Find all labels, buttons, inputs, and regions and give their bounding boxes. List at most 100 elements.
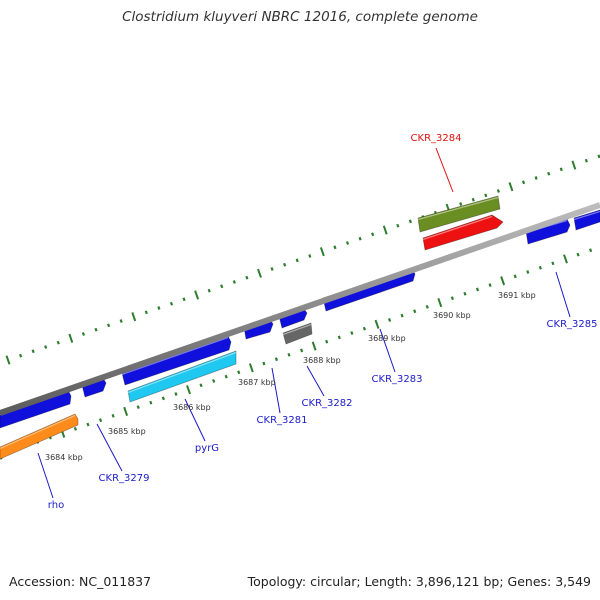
gene-feature-g9: [0, 413, 79, 460]
tick-label: 3691 kbp: [498, 291, 536, 300]
outer-tick-mark: [382, 225, 388, 235]
gene-label: CKR_3281: [257, 415, 308, 426]
outer-tick-mark: [496, 189, 500, 193]
inner-tick-mark: [224, 374, 228, 379]
gene-highlight: [121, 336, 229, 376]
gene-feature-g10: [127, 350, 237, 403]
inner-tick-mark: [387, 318, 392, 322]
outer-tick-mark: [257, 268, 262, 278]
outer-tick-mark: [119, 319, 123, 323]
outer-tick-mark: [308, 254, 312, 258]
inner-tick-mark: [111, 413, 115, 418]
accession-text: Accession: NC_011837: [9, 574, 152, 589]
gene-highlight: [127, 351, 237, 394]
inner-tick-mark: [325, 339, 329, 344]
inner-tick-mark: [174, 392, 178, 396]
outer-tick-mark: [31, 349, 35, 354]
gene-highlight: [282, 323, 312, 336]
leader-line: [96, 423, 123, 472]
outer-tick-mark: [94, 327, 98, 332]
inner-tick-track: [0, 248, 593, 460]
leader-line: [271, 367, 281, 414]
gene-highlight: [573, 210, 600, 221]
outer-tick-mark: [207, 288, 211, 293]
inner-tick-mark: [437, 297, 443, 308]
gene-highlight: [422, 215, 493, 241]
tick-label: 3689 kbp: [368, 334, 406, 343]
outer-tick-mark: [408, 219, 412, 224]
leader-line: [435, 147, 454, 193]
tick-label: 3687 kbp: [238, 378, 276, 387]
gene-label: rho: [48, 500, 64, 511]
inner-tick-mark: [73, 427, 77, 431]
outer-tick-mark: [396, 223, 400, 228]
gene-feature-g12: [417, 195, 501, 233]
inner-tick-mark: [413, 309, 417, 314]
gene-feature-g8: [573, 209, 600, 231]
tick-labels: 3684 kbp 3685 kbp 3686 kbp 3687 kbp 3688 kbp…: [45, 291, 536, 462]
leader-line: [555, 271, 571, 318]
outer-tick-mark: [459, 202, 463, 206]
outer-tick-mark: [559, 167, 563, 172]
inner-tick-mark: [563, 254, 568, 264]
tick-label: 3688 kbp: [303, 356, 341, 365]
outer-tick-mark: [521, 180, 526, 185]
outer-tick-mark: [182, 297, 186, 302]
inner-tick-mark: [262, 361, 266, 366]
outer-tick-mark: [484, 193, 488, 198]
outer-tick-mark: [232, 280, 236, 284]
gene-highlight: [0, 414, 76, 450]
tick-label: 3686 kbp: [173, 403, 211, 412]
outer-tick-mark: [169, 301, 174, 306]
gene-label: pyrG: [195, 443, 219, 454]
outer-tick-mark: [508, 182, 514, 192]
inner-tick-mark: [463, 291, 467, 296]
outer-tick-mark: [56, 340, 60, 345]
outer-tick-mark: [144, 310, 148, 315]
inner-tick-mark: [425, 305, 429, 309]
inner-tick-mark: [86, 422, 90, 427]
inner-tick-mark: [311, 341, 317, 351]
outer-tick-mark: [571, 160, 577, 170]
inner-tick-mark: [526, 270, 530, 274]
leader-line: [379, 328, 396, 373]
gene-labels: rho CKR_3279 pyrG CKR_3281 CKR_3282 CKR_3283 C…: [48, 133, 598, 511]
inner-tick-mark: [513, 274, 517, 279]
inner-tick-mark: [237, 370, 241, 375]
outer-tick-mark: [371, 232, 375, 237]
inner-tick-mark: [350, 331, 354, 335]
inner-tick-mark: [400, 313, 404, 318]
page-title: Clostridium kluyveri NBRC 12016, complet…: [122, 9, 478, 25]
outer-tick-mark: [157, 306, 161, 310]
inner-tick-mark: [98, 418, 103, 423]
outer-tick-mark: [81, 332, 86, 336]
outer-tick-mark: [345, 241, 350, 245]
outer-tick-mark: [534, 176, 538, 180]
inner-tick-mark: [475, 287, 480, 292]
gene-feature-g13: [422, 214, 504, 251]
inner-tick-mark: [450, 296, 454, 301]
inner-tick-mark: [538, 265, 542, 270]
gene-label: CKR_3282: [302, 398, 353, 409]
leader-line: [306, 365, 325, 397]
inner-tick-mark: [199, 383, 203, 388]
genome-backbone: [0, 202, 600, 416]
outer-tick-mark: [295, 258, 299, 263]
inner-tick-mark: [374, 319, 380, 329]
inner-tick-mark: [212, 379, 216, 383]
outer-tick-mark: [319, 247, 325, 257]
inner-tick-mark: [488, 283, 492, 287]
outer-tick-mark: [471, 197, 475, 202]
gene-feature-g11: [282, 322, 313, 345]
outer-tick-mark: [584, 158, 588, 163]
gene-label: CKR_3285: [547, 319, 598, 330]
outer-tick-mark: [194, 290, 200, 300]
inner-tick-mark: [274, 357, 279, 362]
inner-tick-mark: [123, 406, 129, 417]
inner-tick-mark: [248, 363, 254, 373]
gene-label: CKR_3279: [99, 473, 150, 484]
inner-tick-mark: [149, 400, 153, 405]
label-leader-lines: [37, 147, 571, 499]
inner-tick-mark: [186, 385, 191, 395]
